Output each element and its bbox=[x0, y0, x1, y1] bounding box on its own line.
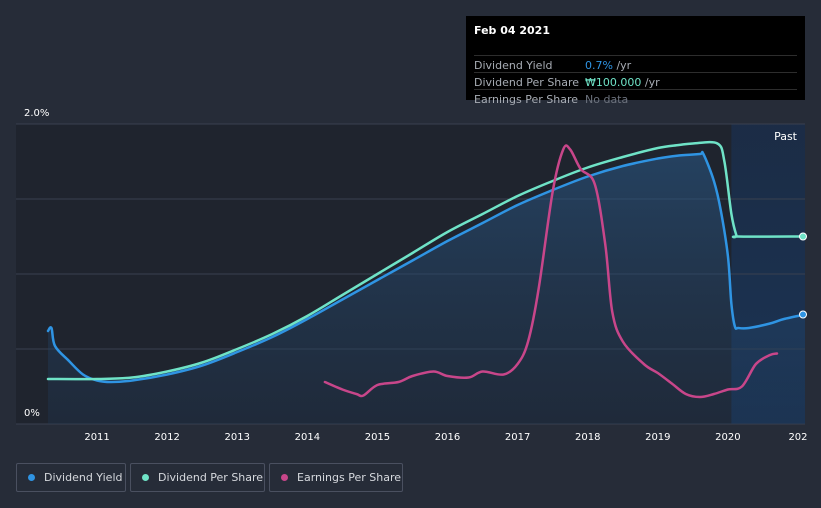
series-lines bbox=[46, 140, 807, 399]
x-tick-label: 2012 bbox=[154, 432, 179, 443]
tooltip-value: No data bbox=[585, 93, 629, 106]
y-tick-label: 2.0% bbox=[24, 108, 49, 119]
end-markers bbox=[799, 232, 807, 319]
past-label: Past bbox=[774, 130, 798, 143]
x-tick-label: 2020 bbox=[715, 432, 740, 443]
tooltip-row-earnings-per-share: Earnings Per Share No data bbox=[474, 89, 797, 106]
tooltip-row-dividend-per-share: Dividend Per Share ₩100.000 /yr bbox=[474, 72, 797, 90]
legend-dot-icon bbox=[281, 474, 288, 481]
series-line-dividend-yield bbox=[46, 150, 807, 384]
legend-dividend-per-share[interactable]: Dividend Per Share bbox=[130, 463, 265, 492]
x-tick-label: 2018 bbox=[575, 432, 600, 443]
x-tick-label: 2015 bbox=[365, 432, 390, 443]
series-line-earnings-per-share bbox=[323, 144, 779, 399]
legend-earnings-per-share[interactable]: Earnings Per Share bbox=[269, 463, 403, 492]
y-tick-label: 0% bbox=[24, 408, 40, 419]
x-tick-label: 2013 bbox=[225, 432, 250, 443]
tooltip-label: Dividend Yield bbox=[474, 59, 553, 72]
legend-dot-icon bbox=[142, 474, 149, 481]
legend-label: Dividend Yield bbox=[44, 471, 123, 484]
legend-label: Earnings Per Share bbox=[297, 471, 402, 484]
tooltip-label: Earnings Per Share bbox=[474, 93, 579, 106]
end-marker-dividend-per-share bbox=[799, 232, 807, 241]
x-tick-label: 2014 bbox=[295, 432, 320, 443]
tooltip-label: Dividend Per Share bbox=[474, 76, 580, 89]
tooltip-value: ₩100.000 /yr bbox=[585, 76, 660, 89]
dividend-yield-area bbox=[48, 151, 805, 424]
series-line-dividend-per-share bbox=[46, 140, 807, 381]
x-tick-label: 2016 bbox=[435, 432, 460, 443]
x-tick-label: 2019 bbox=[645, 432, 670, 443]
x-tick-label: 2011 bbox=[84, 432, 109, 443]
end-marker-dividend-yield bbox=[799, 310, 807, 319]
axis-labels: 2011 2012 2013 2014 2015 2016 2017 2018 2019 2020… bbox=[24, 108, 808, 443]
tooltip-row-dividend-yield: Dividend Yield 0.7% /yr bbox=[474, 55, 797, 73]
legend-label: Dividend Per Share bbox=[158, 471, 264, 484]
hover-tooltip: Feb 04 2021 Dividend Yield 0.7% /yr Divi… bbox=[466, 16, 805, 106]
x-tick-label: 202 bbox=[788, 432, 807, 443]
tooltip-value: 0.7% /yr bbox=[585, 59, 632, 72]
tooltip-date: Feb 04 2021 bbox=[474, 24, 550, 37]
legend-dividend-yield[interactable]: Dividend Yield bbox=[16, 463, 126, 492]
legend-dot-icon bbox=[28, 474, 35, 481]
x-tick-label: 2017 bbox=[505, 432, 530, 443]
